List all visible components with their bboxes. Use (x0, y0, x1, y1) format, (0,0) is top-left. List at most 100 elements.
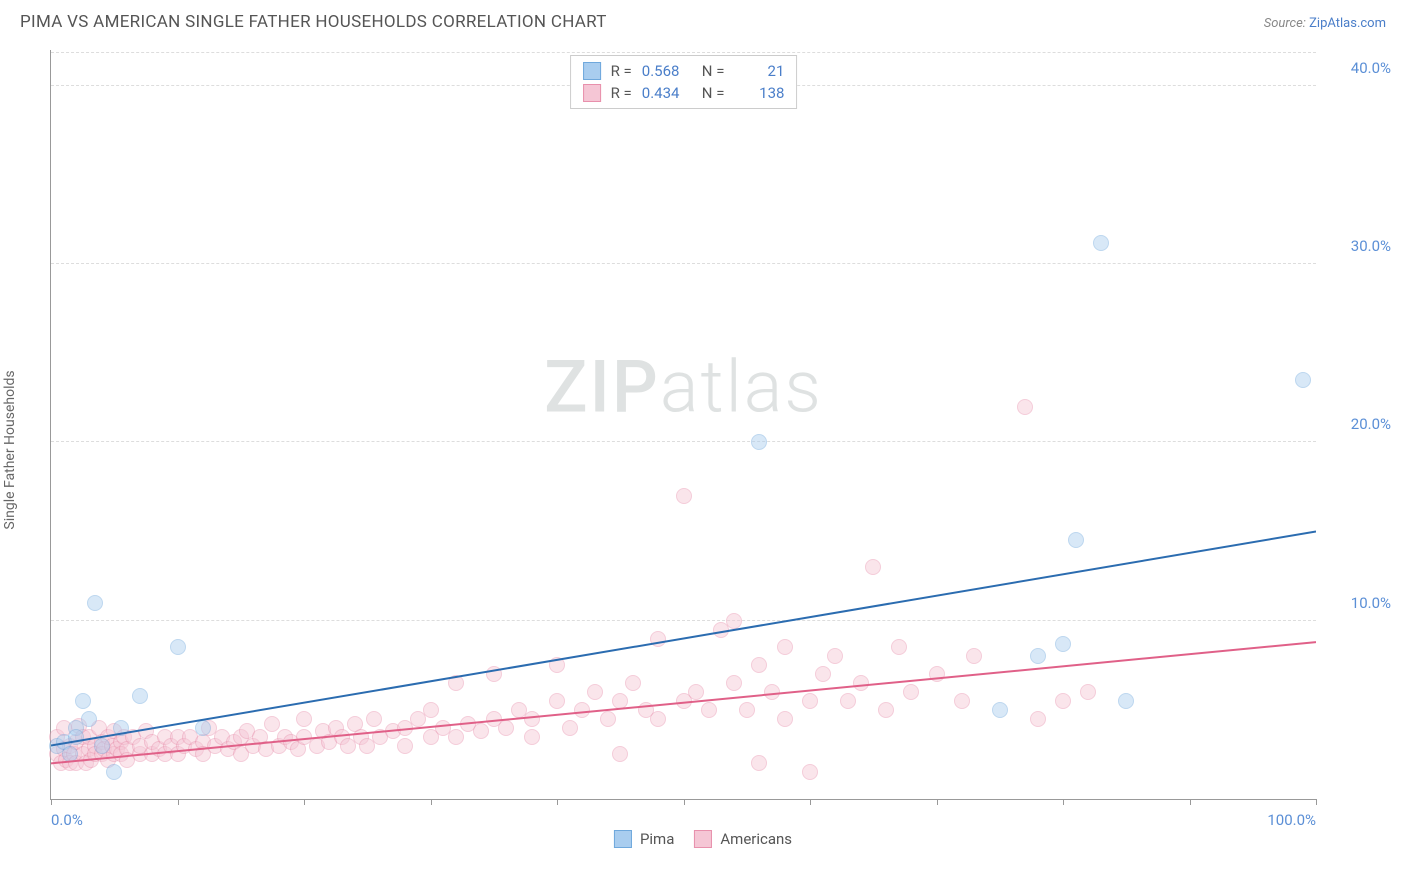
point-americans (448, 675, 464, 691)
point-pima (195, 720, 211, 736)
r-value-americans: 0.434 (642, 84, 692, 102)
point-pima (1118, 693, 1134, 709)
chart-title: PIMA VS AMERICAN SINGLE FATHER HOUSEHOLD… (20, 12, 607, 32)
xtick-mark (1190, 799, 1191, 805)
point-americans (891, 639, 907, 655)
gridline-h (51, 263, 1316, 264)
legend-row-americans: R = 0.434 N = 138 (583, 82, 785, 104)
point-pima (113, 720, 129, 736)
correlation-legend: R = 0.568 N = 21 R = 0.434 N = 138 (570, 55, 798, 109)
point-americans (701, 702, 717, 718)
point-americans (486, 666, 502, 682)
xtick-mark (937, 799, 938, 805)
point-americans (296, 711, 312, 727)
point-americans (815, 666, 831, 682)
point-americans (612, 746, 628, 762)
point-americans (966, 648, 982, 664)
point-americans (587, 684, 603, 700)
point-americans (423, 702, 439, 718)
point-americans (929, 666, 945, 682)
point-americans (1030, 711, 1046, 727)
point-americans (853, 675, 869, 691)
point-pima (751, 434, 767, 450)
xtick-mark (51, 799, 52, 805)
watermark: ZIPatlas (544, 345, 823, 430)
point-americans (264, 716, 280, 732)
point-americans (1080, 684, 1096, 700)
point-americans (739, 702, 755, 718)
point-americans (473, 723, 489, 739)
point-pima (81, 711, 97, 727)
point-pima (992, 702, 1008, 718)
ytick-label: 30.0% (1326, 237, 1391, 255)
trend-lines (51, 50, 1316, 799)
point-americans (676, 488, 692, 504)
point-pima (87, 595, 103, 611)
point-pima (106, 764, 122, 780)
xtick-mark (684, 799, 685, 805)
r-value-pima: 0.568 (642, 62, 692, 80)
point-pima (132, 688, 148, 704)
point-pima (1030, 648, 1046, 664)
point-americans (688, 684, 704, 700)
point-americans (802, 693, 818, 709)
gridline-h (51, 441, 1316, 442)
point-americans (650, 711, 666, 727)
point-americans (865, 559, 881, 575)
gridline-h (51, 52, 1316, 53)
point-americans (802, 764, 818, 780)
point-pima (62, 746, 78, 762)
xtick-mark (557, 799, 558, 805)
xtick-mark (304, 799, 305, 805)
point-americans (1055, 693, 1071, 709)
chart-header: PIMA VS AMERICAN SINGLE FATHER HOUSEHOLD… (0, 0, 1406, 40)
y-axis-label: Single Father Households (2, 370, 18, 529)
point-pima (1055, 636, 1071, 652)
point-americans (562, 720, 578, 736)
point-americans (751, 657, 767, 673)
n-value-pima: 21 (734, 62, 784, 80)
legend-row-pima: R = 0.568 N = 21 (583, 60, 785, 82)
plot-area: ZIPatlas R = 0.568 N = 21 R = 0.434 N = … (50, 50, 1316, 800)
chart-container: Single Father Households ZIPatlas R = 0.… (0, 40, 1406, 860)
source-attribution: Source: ZipAtlas.com (1264, 16, 1386, 31)
point-americans (549, 657, 565, 673)
point-americans (726, 675, 742, 691)
point-americans (726, 613, 742, 629)
point-pima (68, 729, 84, 745)
xtick-mark (431, 799, 432, 805)
point-pima (1068, 532, 1084, 548)
point-pima (75, 693, 91, 709)
point-americans (549, 693, 565, 709)
swatch-americans (583, 84, 601, 102)
xtick-label: 100.0% (1267, 811, 1316, 829)
point-americans (524, 729, 540, 745)
ytick-label: 20.0% (1326, 415, 1391, 433)
point-americans (524, 711, 540, 727)
swatch-pima (583, 62, 601, 80)
swatch-pima-icon (614, 830, 632, 848)
point-americans (751, 755, 767, 771)
point-americans (600, 711, 616, 727)
point-americans (448, 729, 464, 745)
point-americans (764, 684, 780, 700)
ytick-label: 40.0% (1326, 59, 1391, 77)
trendline-pima (51, 532, 1316, 746)
point-americans (574, 702, 590, 718)
point-americans (840, 693, 856, 709)
point-americans (625, 675, 641, 691)
point-pima (1295, 372, 1311, 388)
xtick-label: 0.0% (51, 811, 83, 829)
series-legend: Pima Americans (614, 830, 792, 848)
legend-item-pima: Pima (614, 830, 674, 848)
gridline-h (51, 620, 1316, 621)
point-pima (170, 639, 186, 655)
point-americans (1017, 399, 1033, 415)
point-pima (94, 738, 110, 754)
point-americans (397, 738, 413, 754)
n-value-americans: 138 (734, 84, 784, 102)
xtick-mark (1316, 799, 1317, 805)
ytick-label: 10.0% (1326, 594, 1391, 612)
xtick-mark (1063, 799, 1064, 805)
source-link[interactable]: ZipAtlas.com (1309, 16, 1386, 31)
